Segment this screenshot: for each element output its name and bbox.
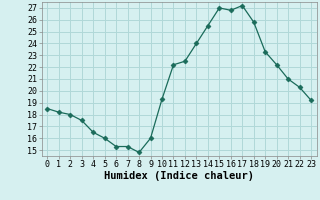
X-axis label: Humidex (Indice chaleur): Humidex (Indice chaleur) (104, 171, 254, 181)
